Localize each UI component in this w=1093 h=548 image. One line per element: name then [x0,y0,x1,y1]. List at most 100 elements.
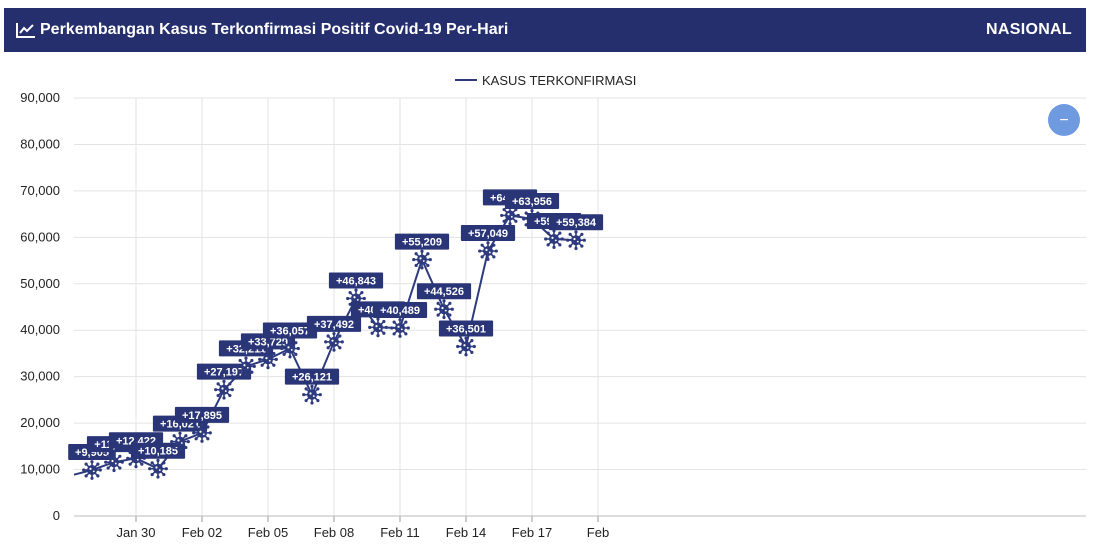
virus-icon[interactable] [368,317,388,338]
virus-spike-tip [582,238,586,242]
virus-spike-tip [420,266,424,270]
virus-body [395,322,405,333]
virus-spike-tip [316,387,320,391]
virus-spike-tip [230,388,234,392]
data-label: +44,526 [424,286,464,298]
virus-spike-tip [420,249,424,253]
virus-spike-tip [106,454,110,458]
virus-body [153,463,163,474]
virus-body-dot [224,390,227,392]
virus-spike-tip [464,336,468,340]
virus-spike-tip [266,349,270,353]
virus-body-dot [268,359,271,362]
virus-icon[interactable] [412,249,432,270]
virus-icon[interactable] [258,349,278,370]
virus-icon[interactable] [214,379,234,400]
y-tick-label: 10,000 [20,462,60,477]
data-label: +40,489 [380,305,420,317]
data-label: +55,209 [402,237,442,249]
virus-spike-tip [470,350,474,354]
virus-icon[interactable] [82,460,102,480]
virus-spike-tip [148,467,152,471]
virus-icon[interactable] [236,356,256,377]
virus-icon[interactable] [104,452,124,473]
virus-spike-tip [172,445,176,450]
virus-spike-tip [318,393,322,397]
virus-spike-tip [580,232,584,236]
x-tick-label: Jan 30 [116,525,155,540]
virus-body-dot [287,346,290,349]
virus-spike-tip [206,437,210,441]
virus-spike-tip [500,213,504,218]
zoom-out-button[interactable]: − [1048,104,1080,136]
virus-body-dot [177,439,180,442]
virus-body-dot [92,470,95,473]
virus-spike-tip [156,458,160,462]
virus-body-dot [510,215,513,218]
virus-body-dot [221,387,224,390]
virus-icon[interactable] [434,299,454,320]
virus-spike-tip [568,232,572,236]
virus-icon[interactable] [302,384,322,405]
virus-icon[interactable] [566,230,586,251]
y-tick-label: 40,000 [20,322,60,337]
virus-spike-tip [170,439,174,444]
y-tick-label: 50,000 [20,276,60,291]
virus-spike-tip [236,364,240,368]
data-label-box [284,368,340,385]
virus-body [329,336,339,347]
virus-spike-tip [478,249,482,253]
data-label-box [460,225,516,242]
virus-spike-tip [128,462,132,466]
virus-icon[interactable] [148,458,168,479]
virus-icon[interactable] [478,241,498,261]
virus-spike-tip [558,243,562,247]
virus-icon[interactable] [544,229,564,249]
virus-body-dot [199,430,202,433]
virus-spike-tip [120,460,124,464]
virus-body-dot [265,357,268,360]
virus-body-dot [400,328,403,331]
virus-spike-tip [492,255,496,259]
virus-spike-tip [288,355,292,359]
data-label: +59,384 [556,217,597,229]
virus-body [175,436,185,447]
virus-spike-tip [258,357,262,361]
virus-spike-tip [436,301,440,305]
data-label-box [548,214,604,231]
x-tick-label: Feb 11 [380,525,420,540]
chart-legend[interactable]: KASUS TERKONFIRMASI [455,73,636,88]
virus-spike-tip [412,257,416,262]
virus-icon[interactable] [192,422,212,443]
virus-icon[interactable] [456,336,476,357]
virus-spike-tip [436,313,440,317]
virus-spike-tip [294,352,298,357]
virus-body-dot [243,364,246,367]
virus-spike-tip [346,296,350,301]
virus-icon[interactable] [390,318,410,338]
virus-spike-tip [354,288,358,292]
data-label-box [504,192,560,209]
virus-body-dot [466,346,469,349]
virus-spike-tip [244,356,248,360]
virus-body-dot [309,392,312,395]
virus-spike-tip [216,382,220,386]
virus-spike-tip [382,331,386,335]
virus-body [197,427,207,438]
virus-body [87,464,97,475]
virus-spike-tip [98,468,102,472]
virus-icon[interactable] [170,431,190,452]
virus-icon[interactable] [280,338,300,359]
y-tick-label: 20,000 [20,415,60,430]
x-tick-label: Feb 17 [512,525,552,540]
virus-spike-tip [428,257,432,262]
virus-spike-tip [480,243,484,247]
virus-spike-tip [566,238,570,242]
data-label-box [372,301,428,318]
virus-spike-tip [370,331,374,335]
y-tick-label: 0 [53,508,60,523]
virus-spike-tip [470,339,474,343]
virus-spike-tip [118,454,122,458]
virus-icon[interactable] [324,331,344,352]
virus-body-dot [89,467,92,470]
